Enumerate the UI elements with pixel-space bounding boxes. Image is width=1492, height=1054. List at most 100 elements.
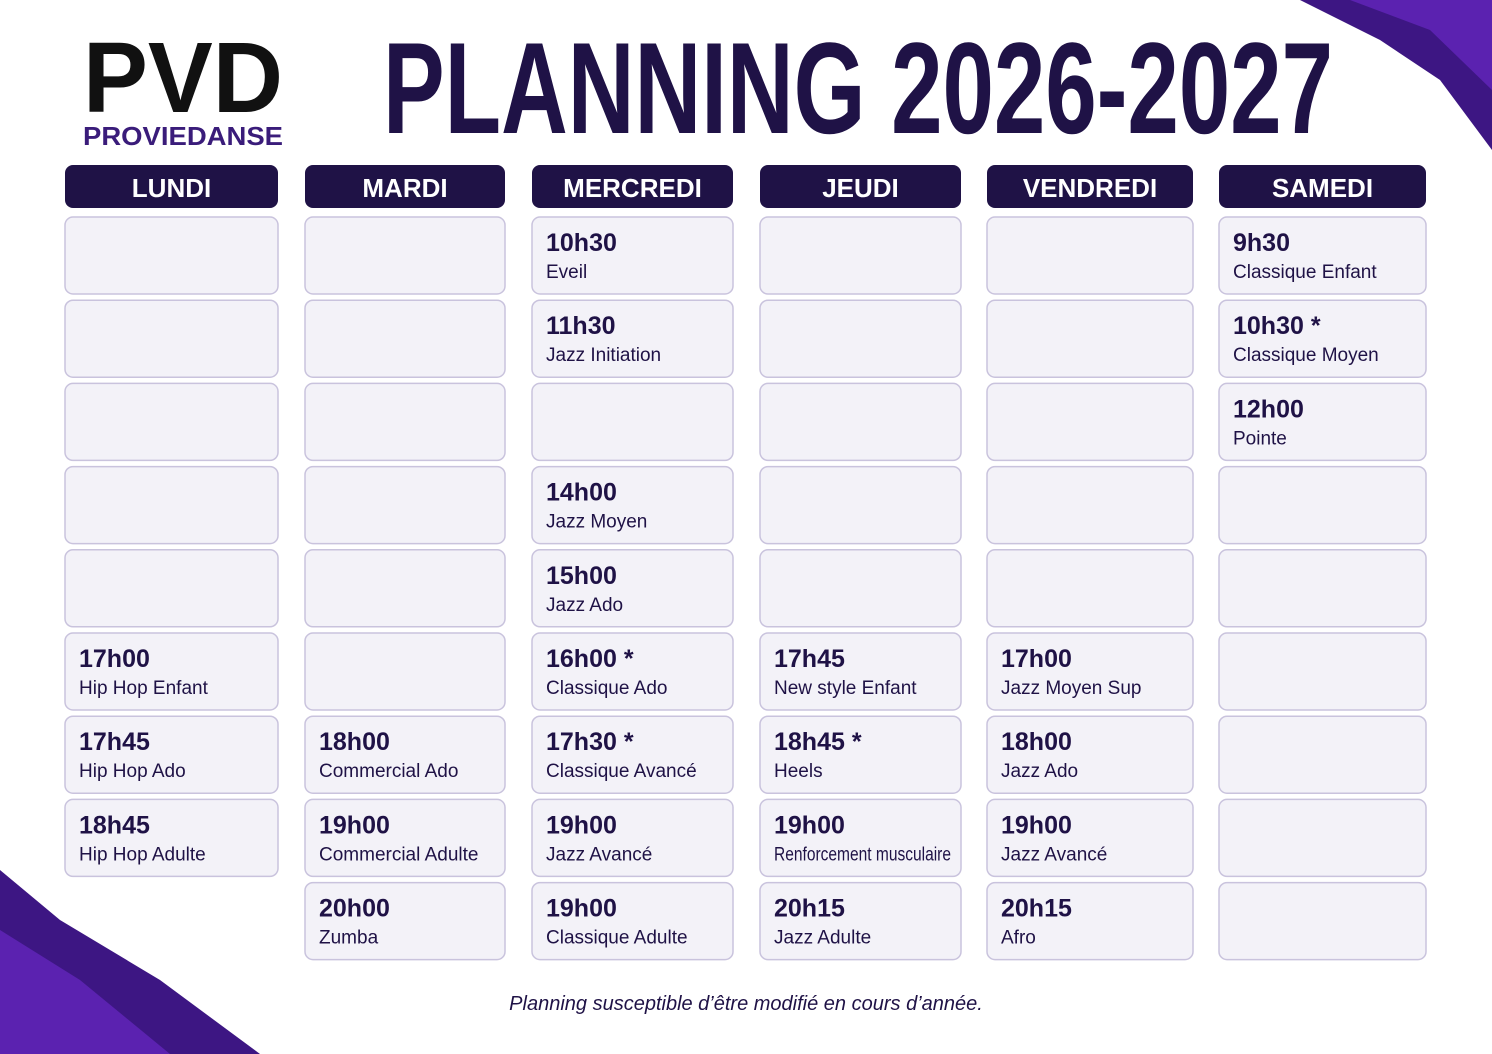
slot-time: 18h45 * [774,728,862,756]
slot-time: 10h30 [546,229,617,257]
slot-class: Renforcement musculaire [774,844,951,865]
slot [64,216,279,295]
slot [1218,299,1427,378]
slot-time: 9h30 [1233,229,1290,257]
slot-time: 17h45 [79,728,150,756]
slot [986,299,1194,378]
slot-class: Classique Enfant [1233,262,1377,283]
slot-time: 17h00 [1001,645,1072,673]
slot-time: 14h00 [546,479,617,507]
slot [1218,382,1427,462]
slot [64,632,279,711]
slot [1218,798,1427,878]
slot-class: Eveil [546,262,587,283]
day-name: SAMEDI [1272,173,1373,203]
slot-time: 17h00 [79,645,150,673]
slot-class: Commercial Ado [319,761,458,782]
slot [986,465,1194,545]
day-header [532,165,733,208]
slot-class: Zumba [319,928,379,949]
title: PLANNING 2026-2027 [383,15,1333,161]
slot [64,715,279,794]
slot [304,632,506,711]
day-name: MERCREDI [563,173,702,203]
slot-class: Jazz Moyen [546,512,647,533]
slot-class: Pointe [1233,428,1287,449]
slot-class: New style Enfant [774,678,917,699]
slot-time: 10h30 * [1233,312,1321,340]
day-header [305,165,505,208]
slot [64,465,279,545]
slot [759,881,962,961]
slot [64,382,279,462]
day-header [65,165,278,208]
slot [64,798,279,878]
slot-class: Jazz Initiation [546,345,661,366]
slot [64,299,279,378]
slot [64,549,279,628]
day-header [760,165,961,208]
slot-class: Jazz Adulte [774,928,871,949]
slot-class: Commercial Adulte [319,844,478,865]
slot-class: Hip Hop Enfant [79,678,209,699]
slot-time: 12h00 [1233,395,1304,423]
slot [1218,216,1427,295]
slot [531,465,734,545]
slot [986,881,1194,961]
slot [759,549,962,628]
slot [986,632,1194,711]
slot-time: 19h00 [546,811,617,839]
slot [304,299,506,378]
slot [1218,549,1427,628]
slot [531,632,734,711]
day-name: MARDI [362,173,447,203]
logo-mark: PVD [83,22,283,134]
slot-time: 20h15 [1001,895,1072,923]
slot-time: 19h00 [546,895,617,923]
logo-text: PROVIEDANSE [83,121,283,151]
slot-class: Jazz Avancé [1001,844,1107,865]
slot-class: Classique Moyen [1233,345,1379,366]
slot [986,382,1194,462]
slot [1218,465,1427,545]
slot [759,465,962,545]
slot-class: Heels [774,761,823,782]
slot [986,715,1194,794]
slot [531,216,734,295]
slot-class: Hip Hop Adulte [79,844,206,865]
slot-class: Hip Hop Ado [79,761,186,782]
slot-class: Jazz Moyen Sup [1001,678,1141,699]
slot-time: 20h15 [774,895,845,923]
slot-class: Jazz Ado [546,595,623,616]
slot-time: 18h00 [1001,728,1072,756]
slot-time: 17h30 * [546,728,634,756]
slot-time: 19h00 [319,811,390,839]
slot [304,549,506,628]
slot [1218,715,1427,794]
slot-time: 20h00 [319,895,390,923]
slot [759,632,962,711]
day-name: LUNDI [132,173,211,203]
slot-class: Classique Adulte [546,928,688,949]
slot [531,299,734,378]
slot [986,798,1194,878]
slot-class: Classique Ado [546,678,667,699]
slot-time: 19h00 [774,811,845,839]
slot [304,798,506,878]
slot [759,798,962,878]
slot [304,715,506,794]
slot [531,549,734,628]
slot [759,216,962,295]
slot [304,216,506,295]
slot-time: 16h00 * [546,645,634,673]
day-name: JEUDI [822,173,899,203]
slot-time: 11h30 [546,312,616,340]
slot-time: 17h45 [774,645,845,673]
day-header [1219,165,1426,208]
slot [531,798,734,878]
slot-time: 18h00 [319,728,390,756]
slot-time: 19h00 [1001,811,1072,839]
